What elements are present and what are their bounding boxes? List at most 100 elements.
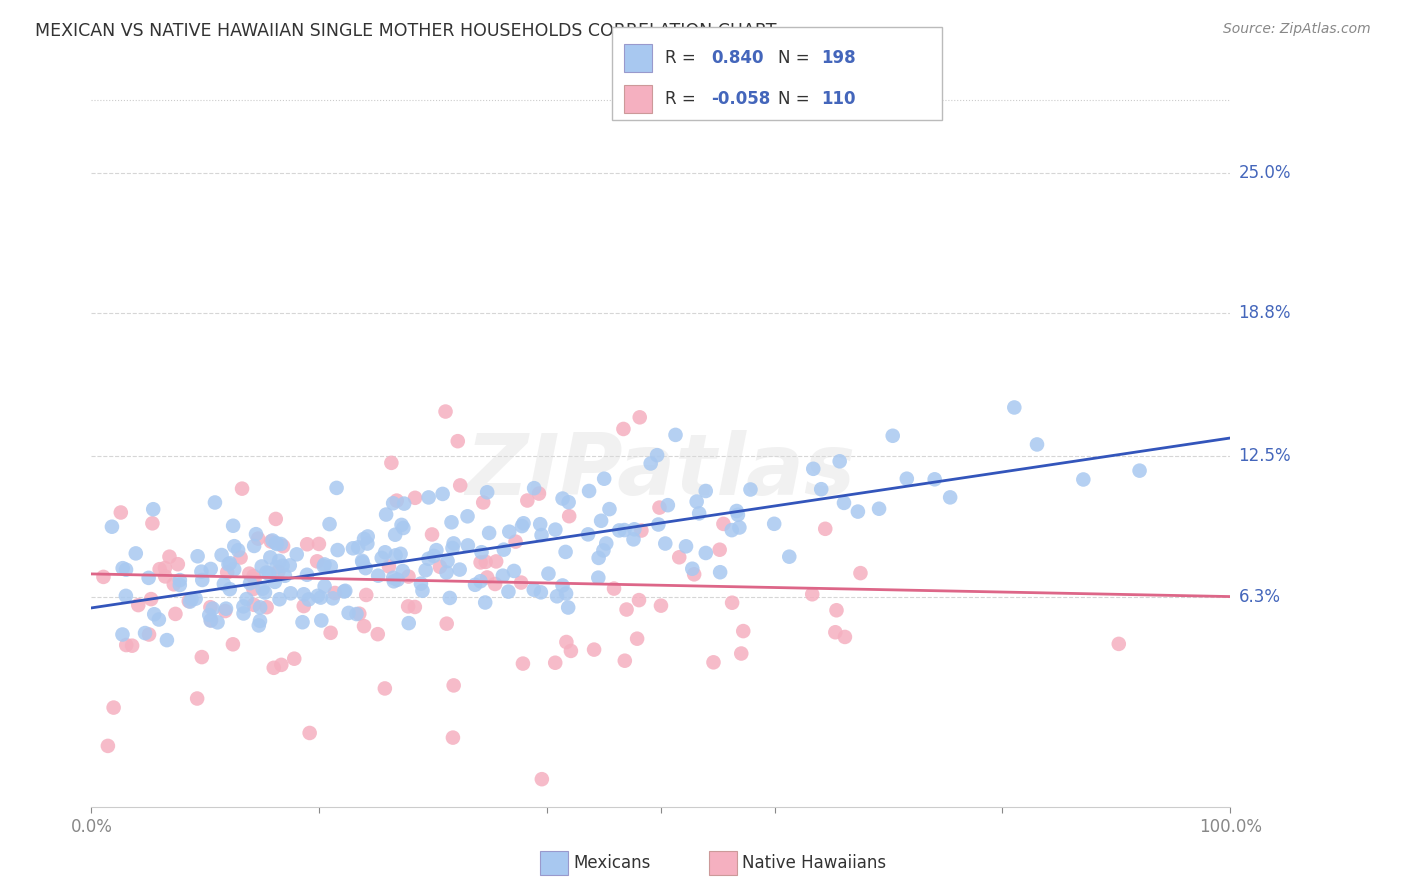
Point [374, 545, 396, 559]
Point [323, 586, 346, 600]
Point [378, 559, 401, 574]
Point [695, 546, 717, 560]
Point [425, 543, 447, 558]
Point [398, 616, 420, 631]
Point [134, 626, 156, 640]
Point [628, 410, 651, 425]
Text: 198: 198 [821, 49, 856, 67]
Point [472, 495, 495, 509]
Point [441, 731, 464, 745]
Point [728, 520, 751, 534]
Point [333, 584, 356, 599]
Point [485, 554, 508, 568]
Point [217, 566, 239, 580]
Point [264, 560, 287, 574]
Point [475, 570, 498, 584]
Point [510, 519, 533, 533]
Point [311, 614, 333, 628]
Point [252, 582, 274, 596]
Point [418, 551, 440, 566]
Point [245, 527, 267, 541]
Point [492, 568, 515, 582]
Point [180, 592, 202, 607]
Point [391, 517, 413, 532]
Point [432, 487, 454, 501]
Point [834, 630, 856, 644]
Point [382, 571, 405, 585]
Point [200, 614, 222, 628]
Point [262, 533, 284, 548]
Point [198, 607, 221, 622]
Text: -0.058: -0.058 [711, 90, 770, 108]
Point [389, 547, 412, 561]
Point [93, 570, 115, 584]
Point [530, 585, 553, 599]
Point [654, 536, 676, 550]
Point [681, 562, 703, 576]
Point [391, 564, 413, 578]
Point [143, 607, 166, 622]
Point [103, 700, 125, 714]
Point [688, 507, 710, 521]
Text: 6.3%: 6.3% [1239, 588, 1281, 606]
Point [191, 573, 214, 587]
Point [309, 591, 332, 605]
Point [298, 592, 321, 607]
Point [664, 428, 686, 442]
Point [939, 491, 962, 505]
Point [263, 661, 285, 675]
Point [357, 529, 380, 543]
Point [595, 536, 617, 550]
Point [318, 517, 340, 532]
Point [457, 538, 479, 552]
Point [423, 549, 446, 563]
Point [529, 517, 551, 532]
Point [645, 448, 668, 462]
Point [201, 601, 224, 615]
Point [204, 495, 226, 509]
Point [429, 559, 451, 574]
Point [385, 493, 408, 508]
Point [627, 593, 650, 607]
Point [249, 600, 271, 615]
Point [153, 569, 176, 583]
Point [443, 678, 465, 692]
Point [271, 539, 294, 553]
Point [546, 589, 568, 603]
Point [721, 596, 744, 610]
Point [127, 598, 149, 612]
Text: 12.5%: 12.5% [1239, 447, 1291, 465]
Point [224, 562, 246, 576]
Text: 25.0%: 25.0% [1239, 164, 1291, 182]
Point [554, 545, 576, 559]
Point [314, 579, 336, 593]
Point [713, 516, 735, 531]
Point [274, 568, 297, 582]
Point [578, 483, 600, 498]
Point [243, 598, 266, 612]
Point [349, 607, 371, 621]
Point [616, 602, 638, 616]
Point [449, 478, 471, 492]
Point [763, 516, 786, 531]
Point [648, 500, 671, 515]
Point [217, 558, 239, 572]
Text: 0.840: 0.840 [711, 49, 763, 67]
Point [232, 607, 254, 621]
Point [353, 532, 375, 546]
Point [440, 516, 463, 530]
Point [510, 575, 533, 590]
Point [436, 566, 458, 580]
Point [190, 565, 212, 579]
Point [319, 625, 342, 640]
Point [598, 502, 620, 516]
Point [392, 521, 415, 535]
Point [111, 561, 134, 575]
Point [280, 586, 302, 600]
Point [730, 647, 752, 661]
Point [149, 562, 172, 576]
Point [523, 481, 546, 495]
Point [725, 504, 748, 518]
Point [1002, 401, 1025, 415]
Point [269, 592, 291, 607]
